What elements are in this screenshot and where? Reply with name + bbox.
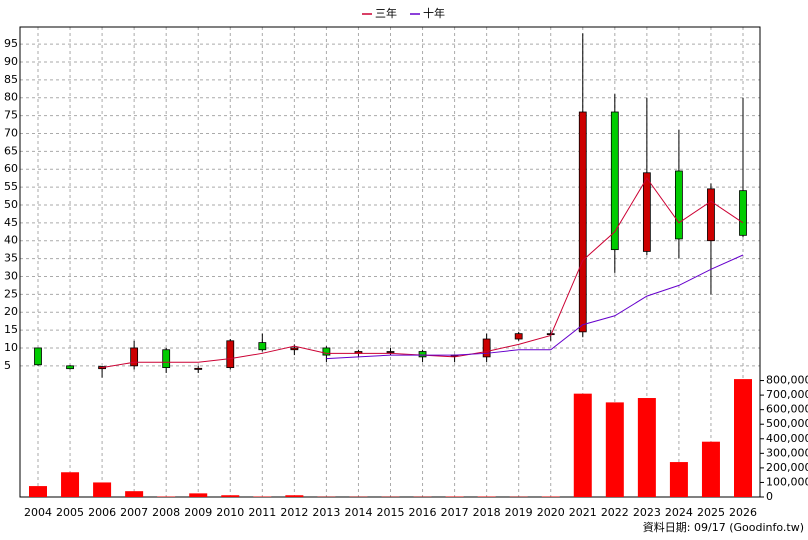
y-tick-label: 55 — [4, 180, 18, 193]
y2-tick-label: 700,000 — [766, 388, 808, 401]
volume-bar — [285, 495, 304, 497]
candle-body — [418, 351, 427, 358]
x-tick-label: 2024 — [665, 506, 693, 519]
y-tick-label: 45 — [4, 216, 18, 229]
volume-bar — [734, 379, 752, 497]
x-tick-label: 2019 — [505, 506, 533, 519]
y-tick-label: 35 — [4, 252, 18, 265]
candle-body — [194, 367, 203, 370]
volume-bar — [669, 462, 688, 497]
y-tick-label: 20 — [4, 305, 18, 318]
y-tick-label: 65 — [4, 144, 18, 157]
y2-tick-label: 300,000 — [766, 446, 808, 459]
x-tick-label: 2020 — [537, 506, 565, 519]
y2-tick-label: 800,000 — [766, 374, 808, 387]
x-tick-label: 2004 — [24, 506, 52, 519]
volume-bar — [605, 402, 624, 497]
x-tick-label: 2023 — [633, 506, 661, 519]
y-tick-label: 5 — [4, 359, 11, 372]
x-tick-label: 2016 — [409, 506, 437, 519]
candle-body — [739, 190, 747, 236]
x-tick-label: 2008 — [152, 506, 180, 519]
candle-body — [322, 347, 331, 356]
candle-body — [130, 347, 139, 367]
volume-bar — [189, 493, 208, 497]
volume-bar — [637, 398, 656, 497]
x-tick-label: 2013 — [312, 506, 340, 519]
y-tick-label: 25 — [4, 287, 18, 300]
x-tick-label: 2005 — [56, 506, 84, 519]
candle-body — [258, 342, 267, 351]
candle-body — [675, 170, 683, 240]
candle-body — [514, 333, 523, 340]
y-tick-label: 60 — [4, 162, 18, 175]
y-tick-label: 90 — [4, 55, 18, 68]
candle-body — [290, 347, 299, 351]
volume-bar — [125, 491, 144, 497]
candle-body — [482, 338, 491, 358]
footnote: 資料日期: 09/17 (Goodinfo.tw) — [643, 520, 804, 534]
x-tick-label: 2025 — [697, 506, 725, 519]
volume-bar — [701, 441, 720, 497]
volume-bar — [221, 495, 240, 497]
candle-body — [642, 172, 651, 252]
y-tick-label: 85 — [4, 73, 18, 86]
x-tick-label: 2022 — [601, 506, 629, 519]
y-tick-label: 95 — [4, 37, 18, 50]
x-tick-label: 2018 — [473, 506, 501, 519]
candle-body — [34, 347, 42, 366]
legend-label: 三年 — [375, 6, 397, 20]
y2-tick-label: 400,000 — [766, 432, 808, 445]
volume-bar — [93, 482, 112, 497]
x-tick-label: 2009 — [184, 506, 212, 519]
volume-bar — [573, 393, 592, 497]
y-tick-label: 30 — [4, 269, 18, 282]
y2-tick-label: 100,000 — [766, 475, 808, 488]
y-tick-label: 10 — [4, 341, 18, 354]
y-tick-label: 15 — [4, 323, 18, 336]
candle-body — [707, 188, 715, 242]
y-tick-label: 75 — [4, 109, 18, 122]
candle-body — [162, 349, 171, 369]
candle-body — [98, 366, 106, 370]
candle-body — [66, 365, 74, 370]
y-tick-label: 80 — [4, 91, 18, 104]
x-tick-label: 2010 — [216, 506, 244, 519]
candle-body — [226, 340, 235, 369]
y2-tick-label: 200,000 — [766, 461, 808, 474]
x-tick-label: 2026 — [729, 506, 757, 519]
y-tick-label: 40 — [4, 234, 18, 247]
x-tick-label: 2007 — [120, 506, 148, 519]
candle-body — [386, 351, 395, 353]
y-tick-label: 70 — [4, 126, 18, 139]
x-tick-label: 2015 — [377, 506, 405, 519]
x-tick-label: 2017 — [441, 506, 469, 519]
ma-line — [326, 254, 744, 360]
volume-bar — [29, 486, 47, 497]
x-tick-label: 2014 — [344, 506, 372, 519]
volume-bar — [61, 472, 80, 497]
candle-body — [578, 111, 587, 333]
y2-tick-label: 600,000 — [766, 403, 808, 416]
x-tick-label: 2011 — [248, 506, 276, 519]
y2-tick-label: 0 — [766, 490, 773, 503]
y2-tick-label: 500,000 — [766, 417, 808, 430]
x-tick-label: 2012 — [280, 506, 308, 519]
x-tick-label: 2006 — [88, 506, 116, 519]
candle-body — [610, 111, 619, 251]
y-tick-label: 50 — [4, 198, 18, 211]
legend-label: 十年 — [423, 6, 445, 20]
x-tick-label: 2021 — [569, 506, 597, 519]
